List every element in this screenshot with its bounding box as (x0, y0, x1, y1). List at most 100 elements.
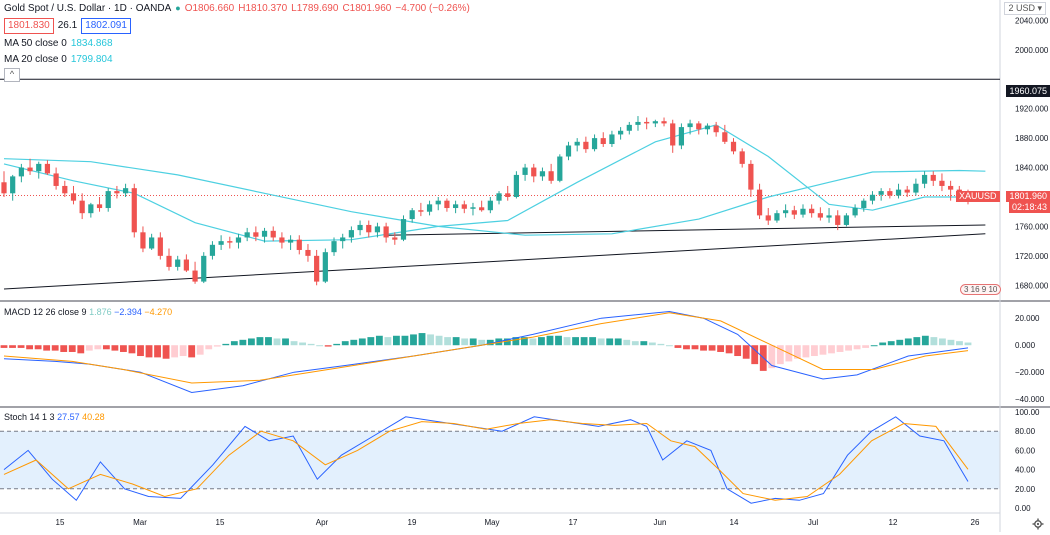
stoch-tick-label: 80.00 (1015, 427, 1036, 436)
candle-body (322, 252, 328, 282)
ohlc-low: L1789.690 (291, 2, 339, 14)
time-tick-label: 26 (971, 518, 980, 527)
macd-histogram-bar (631, 341, 639, 346)
macd-histogram-bar (700, 345, 707, 351)
macd-histogram-bar (247, 338, 255, 346)
sell-price-button[interactable]: 1801.830 (4, 17, 54, 34)
time-tick-label: Jul (808, 518, 818, 527)
macd-histogram-bar (154, 345, 161, 358)
macd-histogram-bar (870, 345, 878, 347)
time-tick-label: May (484, 518, 499, 527)
candle-body (565, 145, 572, 157)
macd-histogram-bar (307, 343, 315, 346)
macd-histogram-bar (239, 339, 247, 346)
macd-histogram-bar (34, 345, 42, 350)
candle-body (131, 188, 137, 233)
candle-body (105, 191, 111, 209)
candle-body (548, 171, 554, 181)
candle-body (869, 194, 876, 201)
stoch-legend: Stoch 14 1 3 27.57 40.28 (4, 412, 105, 422)
macd-histogram-bar (290, 341, 298, 346)
macd-histogram-bar (393, 335, 400, 346)
macd-histogram-bar (640, 341, 648, 346)
macd-label[interactable]: MACD 12 26 close 9 (4, 307, 87, 317)
stoch-tick-label: 0.00 (1015, 504, 1031, 513)
macd-histogram-bar (316, 345, 324, 347)
candle-body (687, 123, 693, 128)
macd-histogram-bar (333, 343, 341, 346)
macd-histogram-bar (68, 345, 76, 352)
candle-body (140, 232, 146, 249)
macd-histogram-bar (904, 338, 912, 346)
macd-histogram-bar (461, 338, 469, 346)
ma50-value: 1834.868 (70, 37, 113, 49)
candle-body (531, 167, 537, 177)
candle-body (618, 130, 624, 135)
macd-histogram-bar (529, 338, 537, 346)
symbol-title[interactable]: Gold Spot / U.S. Dollar · 1D · OANDA (4, 2, 172, 14)
ma50-label[interactable]: MA 50 close 0 (4, 37, 67, 49)
candle-body (435, 200, 441, 205)
macd-histogram-bar (725, 345, 733, 354)
candle-body (895, 189, 902, 196)
candle-body (861, 200, 867, 209)
ohlc-close: C1801.960 (342, 2, 392, 14)
macd-histogram-bar (188, 345, 196, 358)
stoch-label[interactable]: Stoch 14 1 3 (4, 412, 55, 422)
candle-body (383, 226, 389, 238)
candle-body (809, 208, 815, 214)
stoch-d-line (3, 419, 969, 501)
currency-select[interactable]: 2 USD ▾ (1004, 2, 1046, 15)
events-badge[interactable]: 3 16 9 10 (960, 284, 1002, 295)
macd-histogram-bar (580, 337, 588, 346)
macd-histogram-bar (43, 345, 51, 351)
candle-body (461, 204, 467, 209)
buy-price-button[interactable]: 1802.091 (81, 17, 131, 34)
macd-histogram-bar (572, 337, 579, 346)
collapse-legend-button[interactable]: ^ (4, 68, 20, 82)
gear-icon[interactable] (1032, 517, 1044, 530)
time-tick-label: 14 (730, 518, 739, 527)
macd-histogram-bar (341, 341, 349, 346)
status-dot-icon: ● (175, 3, 181, 13)
last-price-tag: XAUUSD 1801.960 02:18:43 (956, 191, 1050, 213)
macd-histogram-bar (597, 338, 605, 346)
macd-histogram-bar (657, 343, 665, 346)
candle-body (539, 171, 546, 177)
macd-histogram-bar (478, 339, 486, 346)
events-badge-text: 3 16 9 10 (964, 285, 998, 294)
candle-body (696, 123, 702, 130)
macd-histogram-bar (717, 345, 725, 352)
candle-body (400, 219, 407, 240)
time-tick-label: Mar (133, 518, 147, 527)
macd-histogram-bar (401, 335, 409, 346)
macd-legend: MACD 12 26 close 9 1.876 −2.394 −4.270 (4, 307, 172, 317)
stoch-tick-label: 20.00 (1015, 485, 1036, 494)
candle-body (948, 185, 954, 190)
ma20-label[interactable]: MA 20 close 0 (4, 53, 67, 65)
candle-body (774, 213, 780, 221)
macd-histogram-bar (196, 345, 204, 355)
candle-body (644, 121, 650, 124)
candle-body (296, 239, 302, 250)
candle-body (36, 163, 42, 172)
macd-histogram-bar (938, 338, 946, 346)
macd-histogram-bar (751, 345, 759, 365)
macd-histogram-bar (26, 345, 34, 350)
macd-histogram-bar (102, 345, 110, 350)
candle-body (192, 270, 198, 282)
macd-histogram-bar (367, 337, 375, 346)
candle-body (470, 207, 476, 209)
stoch-tick-label: 40.00 (1015, 466, 1036, 475)
candle-body (96, 204, 103, 209)
candle-body (678, 127, 685, 146)
macd-tick-label: −20.000 (1015, 368, 1045, 377)
macd-histogram-bar (486, 339, 494, 346)
macd-histogram-bar (921, 335, 929, 346)
macd-histogram-bar (299, 342, 306, 346)
stoch-tick-label: 100.00 (1015, 408, 1040, 417)
trendline-0 (3, 233, 986, 290)
time-tick-label: 17 (569, 518, 578, 527)
candle-body (452, 204, 459, 209)
